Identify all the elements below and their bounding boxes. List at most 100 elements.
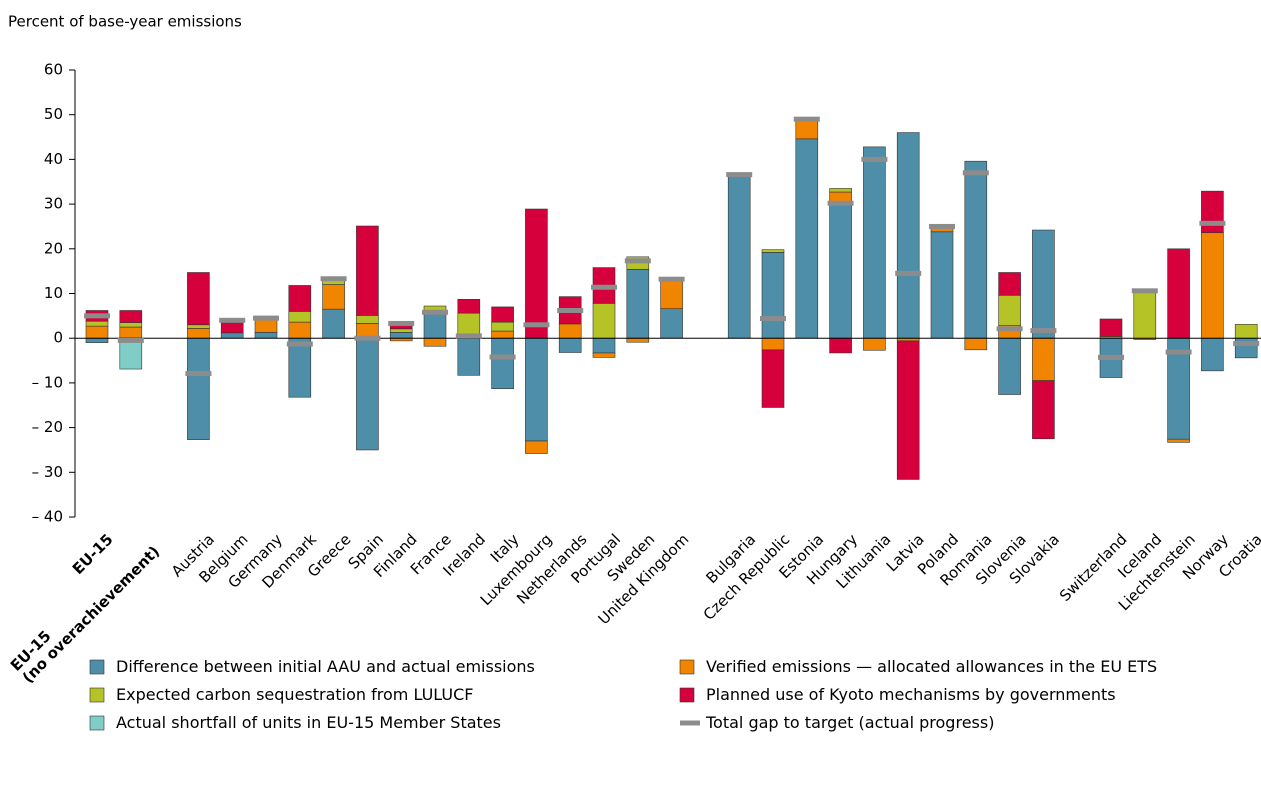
gap-marker: [422, 309, 448, 315]
bar-segment: [356, 315, 379, 324]
bar-segment: [626, 269, 650, 339]
bar-segment: [998, 294, 1021, 326]
gap-marker: [591, 284, 617, 290]
bar-segment: [1167, 248, 1190, 339]
bar-segment: [863, 337, 886, 351]
gap-marker: [219, 317, 246, 323]
y-tick-label: 0: [53, 329, 63, 347]
bar-segment: [85, 325, 109, 339]
gap-marker: [1131, 288, 1158, 294]
bar-segment: [423, 337, 447, 347]
bar-segment: [119, 326, 143, 339]
gap-marker: [286, 341, 313, 347]
bar-segment: [254, 332, 278, 339]
bar-segment: [525, 208, 548, 339]
bar-segment: [626, 337, 650, 343]
legend-swatch: [89, 659, 105, 675]
bar-segment: [491, 321, 514, 332]
gap-marker: [185, 371, 212, 377]
bar-segment: [1032, 380, 1055, 440]
bar-segment: [1032, 229, 1055, 339]
legend-swatch: [89, 687, 105, 703]
bar-segment: [322, 284, 345, 310]
bar-segment: [220, 332, 244, 339]
bar-segment: [1201, 190, 1224, 234]
bar-segment: [288, 311, 312, 323]
bar-segment: [187, 328, 210, 339]
bar-segment: [187, 324, 210, 329]
bar-segment: [457, 299, 481, 314]
bar-segment: [1201, 337, 1224, 372]
bar-segment: [829, 201, 852, 339]
gap-marker: [523, 322, 550, 328]
bar-segment: [356, 225, 379, 316]
y-tick-label: – 30: [32, 463, 63, 481]
bar-segment: [592, 352, 616, 358]
bar-segment: [1234, 324, 1258, 339]
y-tick-label: 50: [44, 105, 63, 123]
bar-segment: [187, 337, 210, 440]
bar-segment: [761, 337, 785, 351]
gap-marker: [726, 172, 753, 178]
y-tick-label: – 10: [32, 373, 63, 391]
bar-segment: [592, 337, 616, 354]
gap-marker: [962, 170, 989, 176]
bar-segment: [491, 330, 514, 339]
bar-segment: [356, 337, 379, 451]
bar-segment: [592, 303, 616, 339]
gap-marker: [624, 258, 651, 264]
bar-segment: [896, 132, 920, 339]
bar-segment: [795, 120, 819, 140]
bar-segment: [660, 279, 683, 309]
bar-segment: [1201, 232, 1224, 339]
gap-marker: [996, 326, 1023, 332]
bar-segment: [558, 323, 582, 339]
bar-segment: [389, 328, 413, 333]
legend-label: Actual shortfall of units in EU-15 Membe…: [116, 713, 501, 732]
bar-segment: [322, 308, 345, 339]
y-tick-label: 40: [44, 150, 63, 168]
bar-segment: [491, 306, 514, 323]
gap-marker: [827, 200, 854, 206]
gap-marker: [354, 335, 381, 341]
bar-segment: [829, 188, 852, 193]
bar-segment: [288, 337, 312, 398]
legend-label: Difference between initial AAU and actua…: [116, 657, 535, 676]
legend-label: Total gap to target (actual progress): [706, 713, 995, 732]
bar-segment: [491, 337, 514, 390]
y-tick-label: 20: [44, 239, 63, 257]
gap-marker: [320, 276, 347, 282]
bar-segment: [1099, 318, 1123, 337]
legend-swatch: [89, 715, 105, 731]
bar-segment: [863, 146, 886, 339]
bar-segment: [964, 337, 988, 351]
gap-marker: [489, 354, 516, 360]
gap-marker: [861, 156, 888, 162]
bar-segment: [85, 320, 109, 327]
bar-segment: [288, 321, 312, 339]
bar-segment: [896, 340, 920, 480]
legend-swatch: [680, 720, 700, 726]
gap-marker: [760, 316, 786, 322]
y-tick-label: 30: [44, 195, 63, 213]
bar-segment: [964, 160, 988, 339]
bar-segment: [998, 272, 1021, 296]
y-tick-label: – 40: [32, 508, 63, 526]
bar-segment: [525, 440, 548, 454]
bar-segment: [1133, 292, 1157, 339]
gap-marker: [793, 116, 820, 122]
legend-label: Verified emissions — allocated allowance…: [706, 657, 1158, 676]
bar-segment: [525, 337, 548, 442]
gap-marker: [253, 315, 279, 321]
gap-marker: [557, 307, 584, 313]
bar-segment: [795, 138, 819, 339]
bar-segment: [1032, 337, 1055, 381]
bar-segment: [119, 310, 143, 323]
gap-marker: [455, 333, 482, 339]
y-tick-label: 10: [44, 284, 63, 302]
gap-marker: [1165, 349, 1192, 355]
legend-label: Planned use of Kyoto mechanisms by gover…: [706, 685, 1116, 704]
bar-segment: [558, 337, 582, 353]
